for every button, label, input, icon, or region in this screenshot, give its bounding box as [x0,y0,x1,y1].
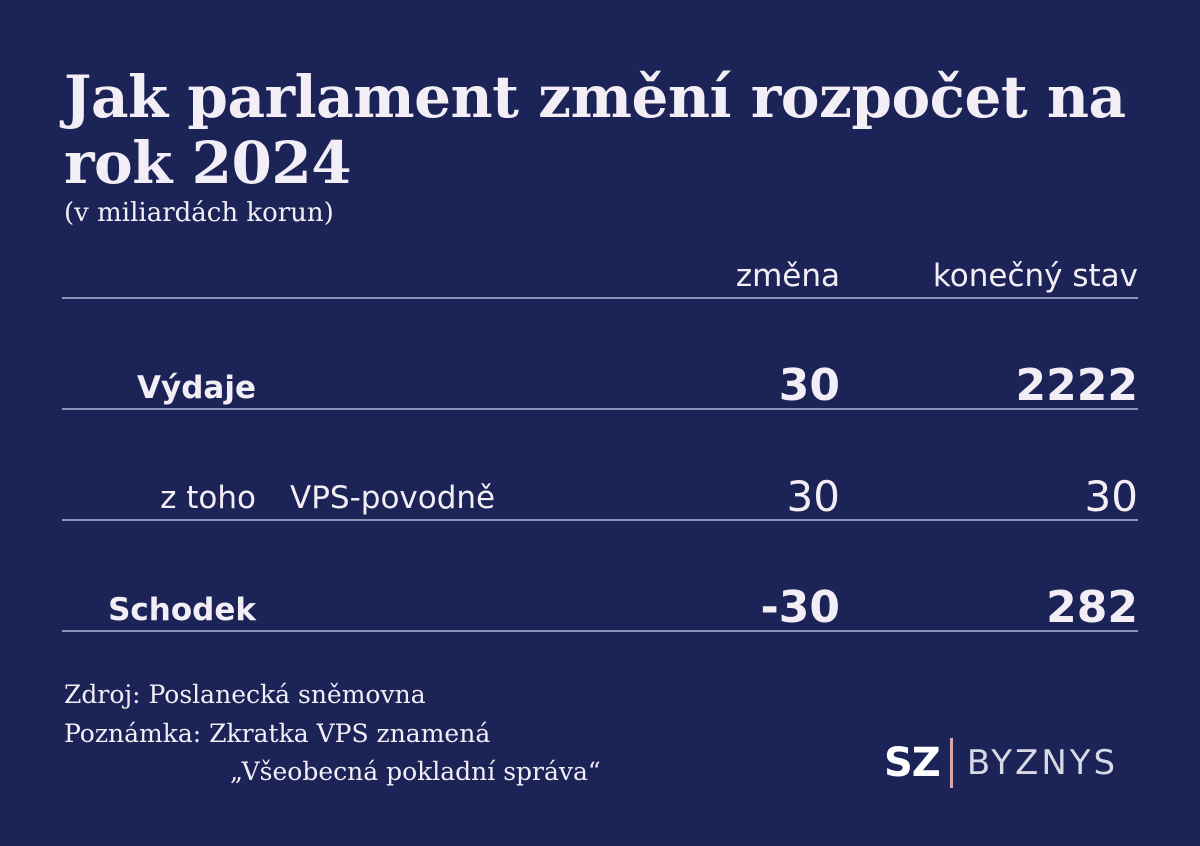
source-note: Zdroj: Poslanecká sněmovna [64,680,426,709]
row-value-change: 30 [786,472,840,521]
chart-title: Jak parlament změní rozpočet na rok 2024 [64,63,1126,197]
header-rule [62,297,1138,299]
column-header-change: změna [735,258,840,294]
row-value-final: 2222 [1015,360,1138,411]
row-sublabel-vps: VPS-povodně [290,480,496,516]
row-rule [62,519,1138,521]
row-value-final: 282 [1046,582,1138,633]
abbreviation-note: Poznámka: Zkratka VPS znamená [64,719,491,748]
sz-byznys-logo: SZ BYZNYS [884,738,1118,788]
abbreviation-note-continued: „Všeobecná pokladní správa“ [230,757,601,786]
row-value-final: 30 [1084,472,1138,521]
logo-divider [949,738,953,788]
row-rule [62,408,1138,410]
logo-mark: SZ [884,740,941,786]
row-label-vydaje: Výdaje [137,370,256,406]
chart-subtitle: (v miliardách korun) [64,198,334,228]
logo-section: BYZNYS [966,743,1119,783]
column-header-final: konečný stav [932,258,1138,294]
row-label-z-toho: z toho [160,480,256,516]
row-rule [62,630,1138,632]
row-value-change: -30 [760,582,841,633]
row-label-schodek: Schodek [108,592,256,628]
row-value-change: 30 [778,360,840,411]
